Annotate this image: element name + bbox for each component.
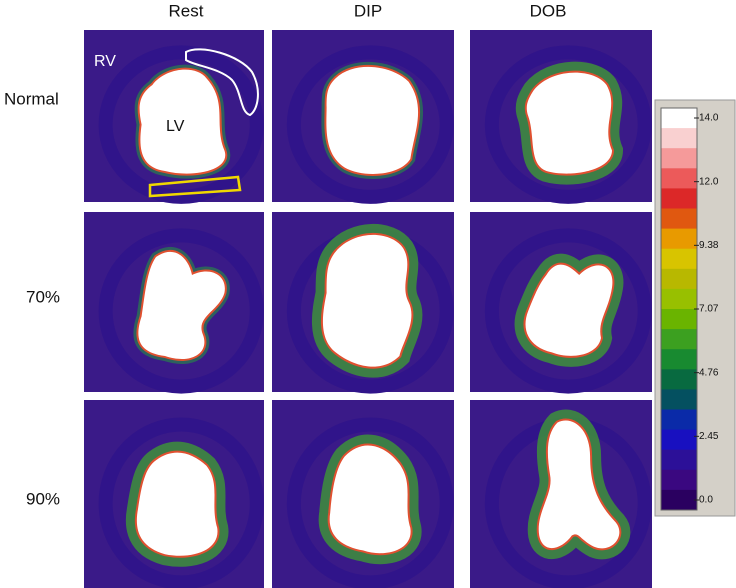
colorbar-band	[661, 470, 697, 491]
lv-cavity	[326, 67, 418, 174]
annotation: LV	[166, 118, 185, 135]
row-label: 90%	[26, 489, 60, 508]
colorbar-band	[661, 369, 697, 390]
row-label: Normal	[4, 89, 59, 108]
colorbar-band	[661, 430, 697, 451]
mri-panel	[470, 400, 652, 588]
column-header: Rest	[169, 1, 204, 20]
mri-panel	[470, 30, 652, 202]
mri-panel	[272, 212, 454, 392]
colorbar-band	[661, 168, 697, 189]
figure: Rest DIP DOB Normal 70% 90% RV LV 14.0 12.…	[0, 0, 736, 588]
mri-panel	[84, 212, 264, 392]
colorbar-band	[661, 490, 697, 511]
annotation: RV	[94, 53, 116, 70]
colorbar-band	[661, 329, 697, 350]
colorbar-band	[661, 249, 697, 270]
colorbar-band	[661, 289, 697, 310]
colorbar-band	[661, 108, 697, 129]
mri-panel	[272, 400, 454, 588]
colorbar-band	[661, 128, 697, 149]
mri-panel	[272, 30, 454, 202]
row-label: 70%	[26, 287, 60, 306]
mri-panel	[470, 212, 652, 392]
colorbar-label: 2.45	[699, 431, 719, 442]
colorbar-band	[661, 309, 697, 330]
colorbar-band	[661, 389, 697, 410]
column-header: DIP	[354, 1, 382, 20]
lv-cavity	[527, 73, 612, 174]
colorbar: 14.0 12.0 9.38 7.07 4.76 2.45 0.0	[655, 100, 735, 516]
mri-panel	[84, 400, 264, 588]
colorbar-band	[661, 148, 697, 169]
colorbar-band	[661, 209, 697, 230]
colorbar-label: 7.07	[699, 304, 719, 315]
lv-cavity	[323, 235, 412, 367]
colorbar-band	[661, 188, 697, 209]
panels: RV LV	[84, 30, 652, 588]
column-header: DOB	[530, 1, 567, 20]
colorbar-band	[661, 410, 697, 431]
colorbar-label: 0.0	[699, 495, 713, 506]
colorbar-band	[661, 229, 697, 250]
lv-cavity	[137, 453, 218, 556]
colorbar-label: 9.38	[699, 240, 719, 251]
colorbar-band	[661, 349, 697, 370]
colorbar-label: 12.0	[699, 176, 719, 187]
colorbar-band	[661, 450, 697, 471]
colorbar-band	[661, 269, 697, 290]
colorbar-label: 14.0	[699, 113, 719, 124]
colorbar-label: 4.76	[699, 367, 719, 378]
